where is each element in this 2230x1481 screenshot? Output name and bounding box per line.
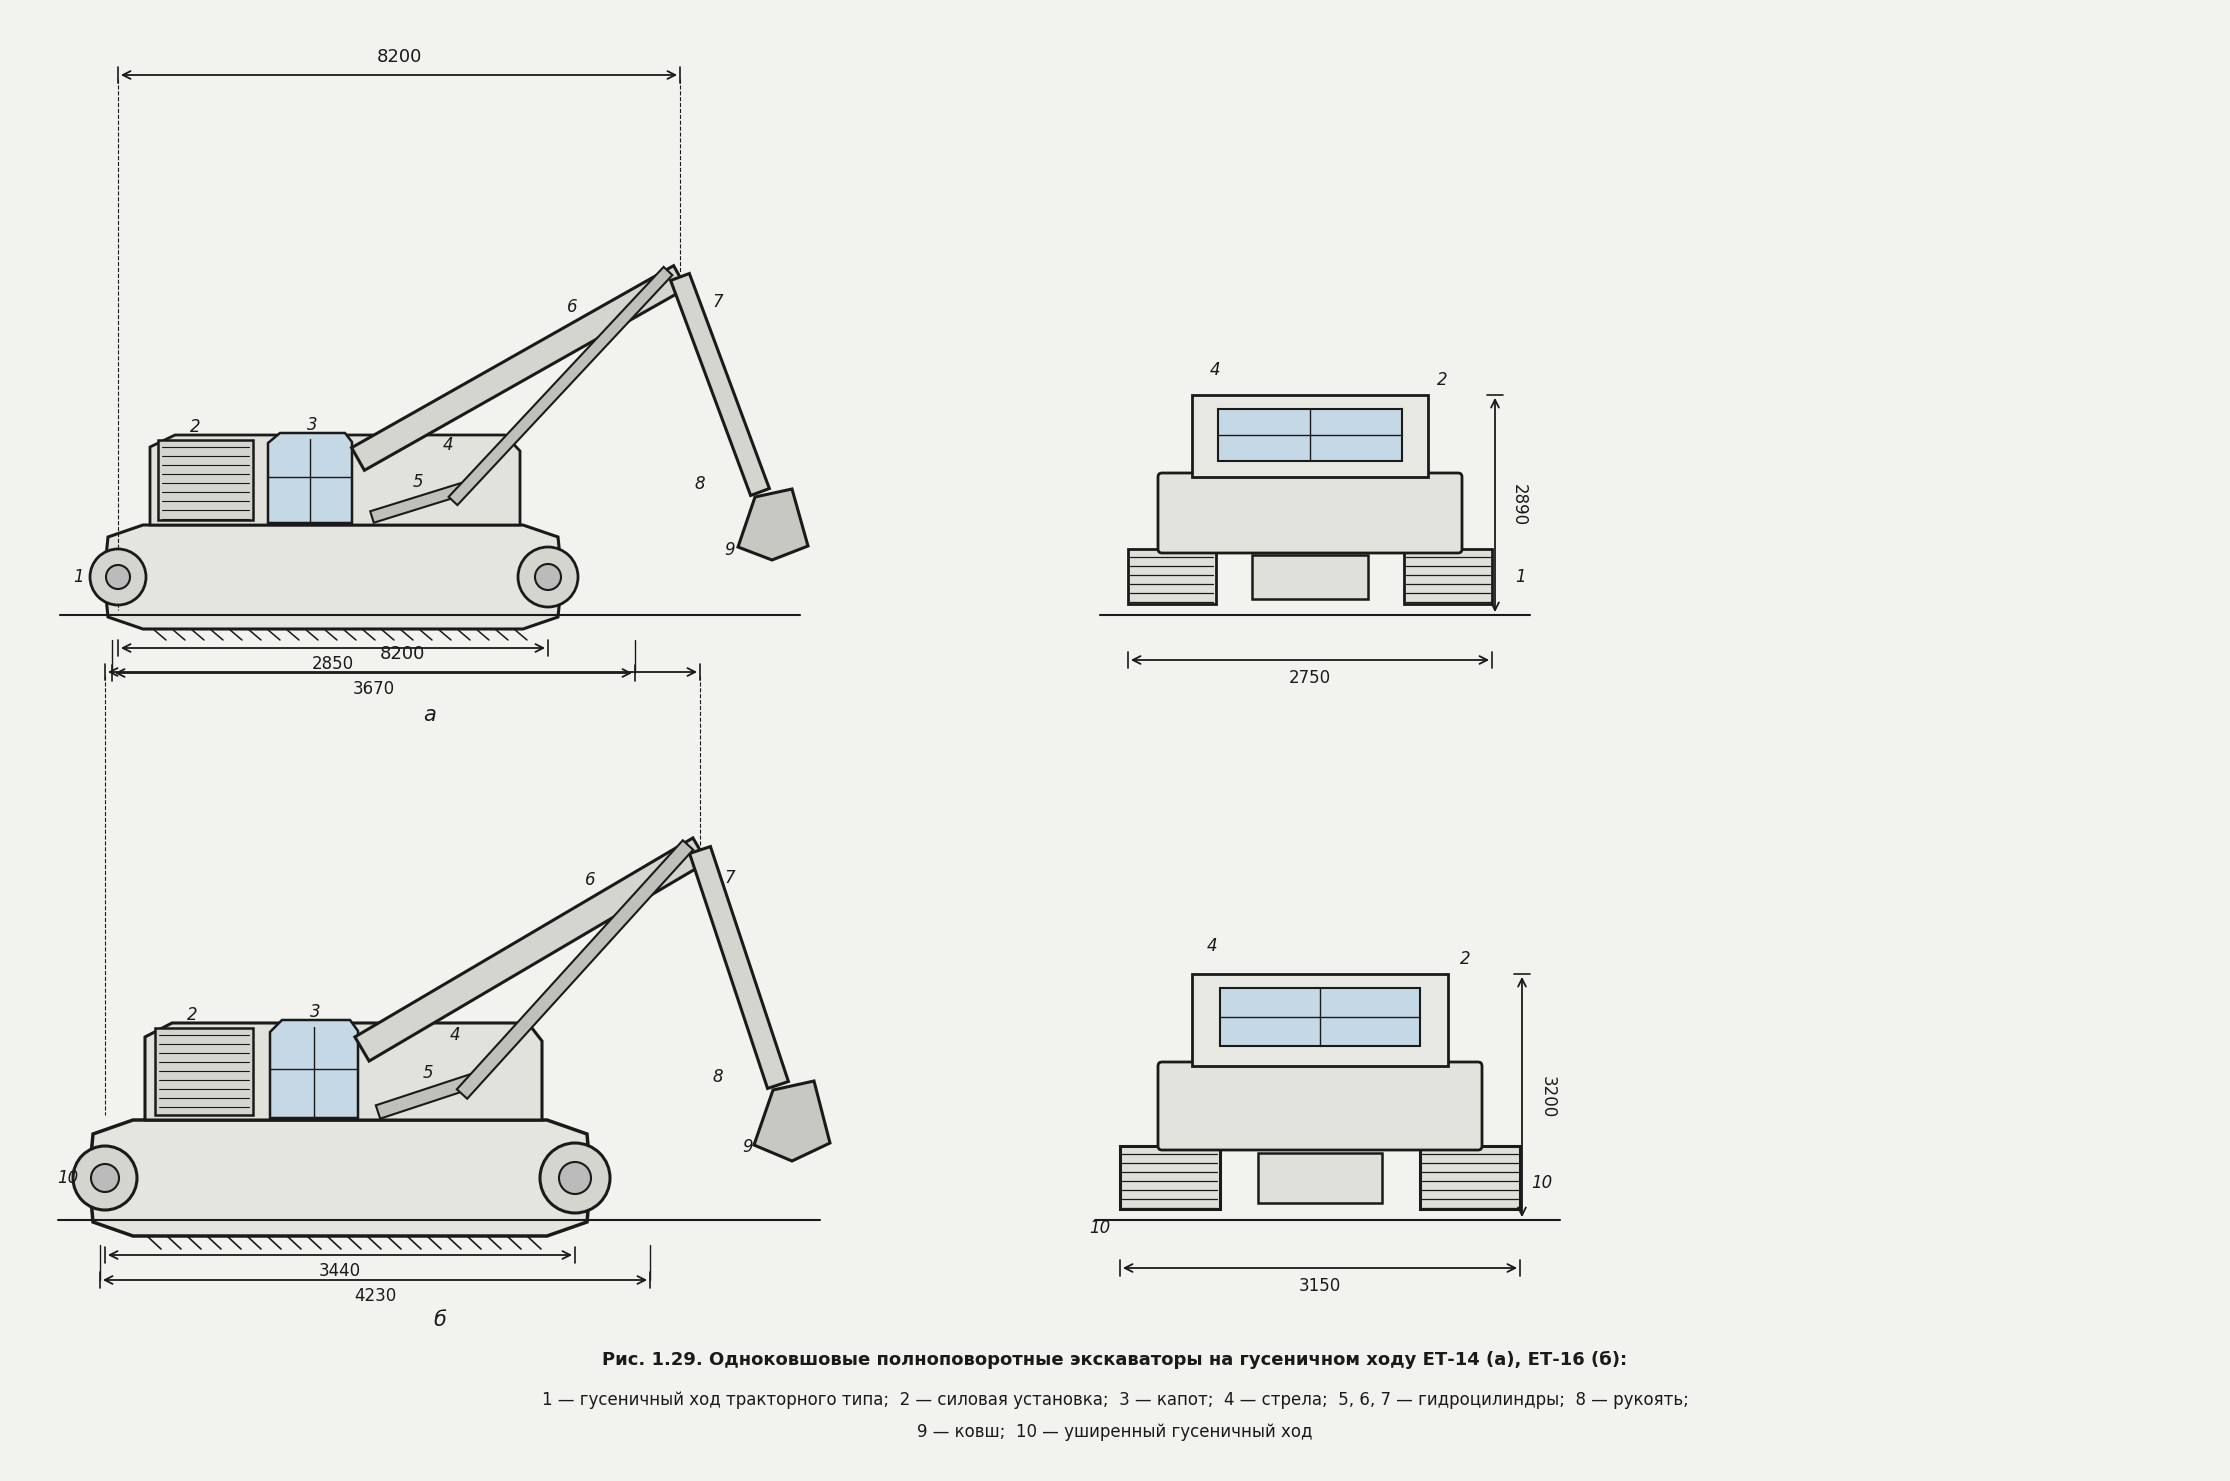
Text: 4: 4 xyxy=(444,435,453,455)
Text: 2: 2 xyxy=(190,418,201,435)
Bar xyxy=(1251,555,1367,598)
Text: б: б xyxy=(433,1311,446,1330)
Bar xyxy=(156,1028,252,1115)
Text: 2: 2 xyxy=(1436,372,1447,390)
Text: 9: 9 xyxy=(725,541,736,558)
Bar xyxy=(158,440,252,520)
Polygon shape xyxy=(738,489,807,560)
Polygon shape xyxy=(377,1074,475,1118)
Polygon shape xyxy=(671,274,769,496)
Text: 9: 9 xyxy=(743,1137,754,1157)
Text: 1: 1 xyxy=(74,569,83,586)
Text: 3440: 3440 xyxy=(319,1262,361,1280)
Text: 4: 4 xyxy=(1209,361,1220,379)
Polygon shape xyxy=(448,267,673,505)
Polygon shape xyxy=(268,432,352,523)
Text: 10: 10 xyxy=(1090,1219,1111,1237)
Polygon shape xyxy=(754,1081,830,1161)
Bar xyxy=(1128,549,1215,604)
Polygon shape xyxy=(149,435,520,524)
Bar xyxy=(1421,1146,1521,1208)
Text: 4: 4 xyxy=(450,1026,459,1044)
FancyBboxPatch shape xyxy=(1157,1062,1483,1151)
Bar xyxy=(1258,1154,1383,1203)
Text: 7: 7 xyxy=(725,869,736,887)
Text: 8: 8 xyxy=(714,1068,723,1086)
Polygon shape xyxy=(105,524,562,629)
Bar xyxy=(1119,1146,1220,1208)
Text: 6: 6 xyxy=(566,298,578,315)
Text: 5: 5 xyxy=(424,1063,433,1083)
Text: 3200: 3200 xyxy=(1539,1075,1557,1118)
Text: 2750: 2750 xyxy=(1289,669,1331,687)
Text: 2: 2 xyxy=(1461,949,1470,969)
Text: 5: 5 xyxy=(413,472,424,492)
Text: 3: 3 xyxy=(308,416,317,434)
Polygon shape xyxy=(145,1023,542,1120)
Circle shape xyxy=(91,1164,118,1192)
Text: 2890: 2890 xyxy=(1510,484,1528,526)
Polygon shape xyxy=(270,1020,359,1118)
Text: 4230: 4230 xyxy=(355,1287,397,1305)
Text: 9 — ковш;  10 — уширенный гусеничный ход: 9 — ковш; 10 — уширенный гусеничный ход xyxy=(917,1423,1313,1441)
Text: 3: 3 xyxy=(310,1003,321,1020)
Polygon shape xyxy=(89,1120,591,1237)
Text: 1 — гусеничный ход тракторного типа;  2 — силовая установка;  3 — капот;  4 — ст: 1 — гусеничный ход тракторного типа; 2 —… xyxy=(542,1391,1688,1408)
Bar xyxy=(1193,395,1427,477)
Circle shape xyxy=(517,546,578,607)
Text: 8200: 8200 xyxy=(377,47,421,67)
Text: 10: 10 xyxy=(58,1169,78,1186)
Bar xyxy=(1220,988,1421,1046)
Polygon shape xyxy=(457,840,694,1099)
Text: 3670: 3670 xyxy=(352,680,395,698)
Polygon shape xyxy=(352,265,687,471)
Polygon shape xyxy=(355,838,707,1060)
Text: 1: 1 xyxy=(1514,569,1525,586)
Text: а: а xyxy=(424,705,437,726)
Bar xyxy=(1218,409,1403,461)
Polygon shape xyxy=(370,483,464,523)
Text: 8200: 8200 xyxy=(379,646,426,663)
Circle shape xyxy=(560,1163,591,1194)
FancyBboxPatch shape xyxy=(1157,472,1463,552)
Text: 6: 6 xyxy=(584,871,595,889)
Text: 10: 10 xyxy=(1532,1174,1552,1192)
Text: 7: 7 xyxy=(714,293,723,311)
Text: 4: 4 xyxy=(1206,937,1218,955)
Text: 2850: 2850 xyxy=(312,655,355,672)
Bar xyxy=(1405,549,1492,604)
Circle shape xyxy=(107,564,129,589)
Bar xyxy=(1193,974,1447,1066)
Circle shape xyxy=(74,1146,136,1210)
Circle shape xyxy=(540,1143,611,1213)
Text: 3150: 3150 xyxy=(1298,1277,1340,1294)
Text: Рис. 1.29. Одноковшовые полноповоротные экскаваторы на гусеничном ходу ЕТ-14 (а): Рис. 1.29. Одноковшовые полноповоротные … xyxy=(602,1351,1628,1368)
Polygon shape xyxy=(689,847,789,1089)
Text: 8: 8 xyxy=(696,475,705,493)
Circle shape xyxy=(89,549,145,606)
Text: 2: 2 xyxy=(187,1006,196,1023)
Circle shape xyxy=(535,564,562,589)
